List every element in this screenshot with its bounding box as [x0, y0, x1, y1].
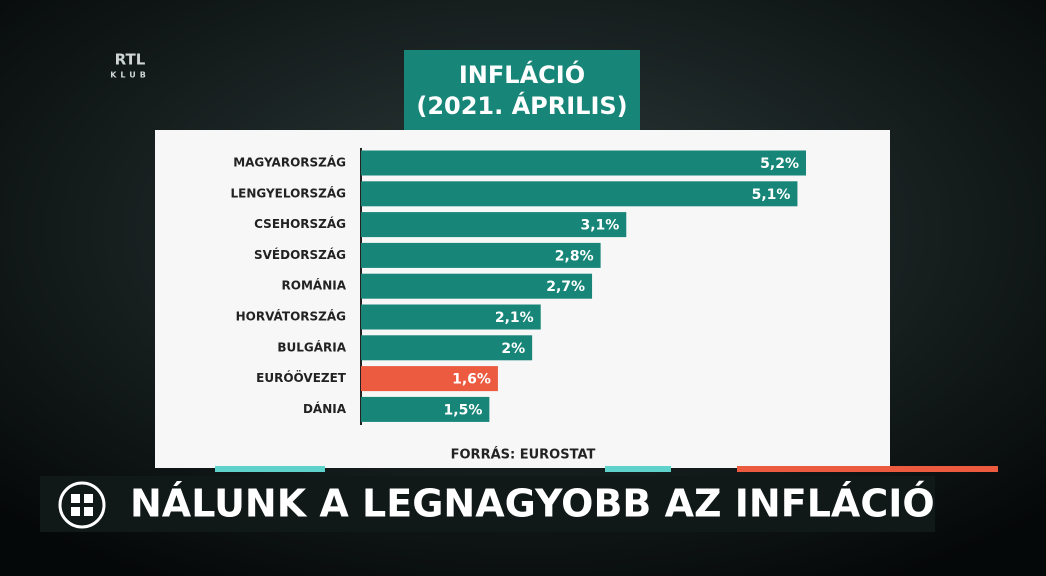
logo-icon-part — [84, 494, 93, 503]
category-label: BULGÁRIA — [277, 339, 346, 354]
logo-top: RTL — [115, 51, 146, 69]
category-label: ROMÁNIA — [282, 278, 347, 293]
chart-subtitle: (2021. ÁPRILIS) — [416, 91, 627, 120]
category-label: LENGYELORSZÁG — [231, 185, 347, 200]
bar — [361, 273, 593, 299]
category-label: MAGYARORSZÁG — [233, 155, 346, 170]
title-box — [404, 50, 640, 130]
chart-panel — [155, 130, 890, 468]
logo-icon-part — [84, 507, 93, 516]
bar — [361, 212, 627, 238]
source: FORRÁS: EUROSTAT — [451, 447, 596, 463]
value-label: 1,5% — [444, 402, 483, 418]
category-label: SVÉDORSZÁG — [254, 247, 346, 262]
value-label: 2,1% — [495, 310, 534, 326]
category-label: HORVÁTORSZÁG — [236, 309, 346, 324]
chart-title: INFLÁCIÓ — [459, 59, 585, 89]
category-label: EURÓÖVEZET — [256, 370, 347, 385]
bar — [361, 242, 601, 268]
value-label: 2% — [501, 341, 525, 357]
value-label: 5,1% — [752, 187, 791, 203]
bar — [361, 396, 490, 422]
bar — [361, 150, 806, 176]
strip — [215, 466, 325, 472]
headline-bar — [40, 476, 935, 532]
bar — [361, 304, 541, 330]
bar — [361, 335, 533, 361]
category-label: DÁNIA — [303, 401, 347, 416]
value-label: 2,7% — [546, 279, 585, 295]
value-label: 3,1% — [580, 218, 619, 234]
logo-bottom: KLUB — [110, 71, 150, 80]
strip — [737, 466, 998, 472]
value-label: 2,8% — [555, 248, 594, 264]
logo-icon-part — [71, 494, 80, 503]
headline: NÁLUNK A LEGNAGYOBB AZ INFLÁCIÓ — [130, 482, 935, 526]
category-label: CSEHORSZÁG — [254, 216, 346, 231]
value-label: 5,2% — [760, 156, 799, 172]
bar — [361, 366, 498, 392]
value-label: 1,6% — [452, 372, 491, 388]
bar — [361, 181, 798, 207]
strip — [605, 466, 671, 472]
logo-icon — [58, 481, 106, 529]
logo-icon-part — [71, 507, 80, 516]
